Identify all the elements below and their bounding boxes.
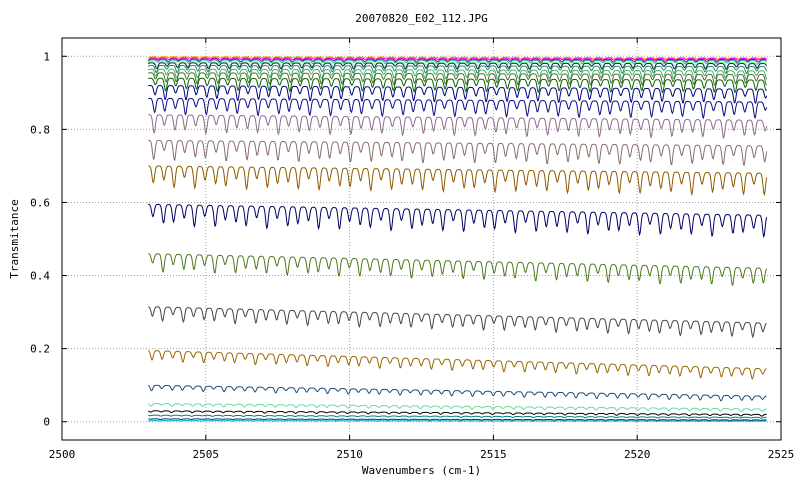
x-tick-label: 2510: [336, 448, 363, 461]
x-tick-label: 2515: [480, 448, 507, 461]
y-tick-label: 0.8: [30, 123, 50, 136]
series-line: [147, 62, 768, 70]
series-line: [148, 384, 767, 402]
series-line: [147, 64, 768, 75]
series-line: [148, 85, 768, 104]
series-line: [147, 58, 767, 63]
series-line: [148, 203, 768, 239]
x-axis-label: Wavenumbers (cm-1): [362, 464, 481, 477]
series-line: [148, 77, 768, 94]
series-line: [148, 420, 767, 422]
series-line: [147, 72, 767, 87]
series-line: [148, 165, 768, 197]
y-tick-label: 1: [43, 50, 50, 63]
series-line: [148, 403, 767, 413]
tick-marks: [61, 38, 782, 440]
y-axis-label: Transmitance: [8, 199, 21, 278]
x-tick-labels: 2500 2505 2510 2515 2520 2525: [49, 448, 795, 461]
series-line: [148, 97, 768, 120]
series-line: [148, 114, 768, 140]
y-tick-label: 0.4: [30, 270, 50, 283]
series-line: [148, 418, 767, 422]
series-line: [148, 350, 767, 380]
series-line: [148, 410, 767, 417]
y-tick-label: 0.6: [30, 196, 50, 209]
y-tick-label: 0: [43, 416, 50, 429]
y-tick-labels: 0 0.2 0.4 0.6 0.8 1: [30, 50, 50, 428]
chart-title: 20070820_E02_112.JPG: [355, 12, 487, 25]
x-tick-label: 2525: [768, 448, 795, 461]
x-tick-label: 2520: [624, 448, 651, 461]
y-tick-label: 0.2: [30, 343, 50, 356]
plot-frame: [61, 37, 782, 441]
series-line: [148, 306, 767, 339]
x-tick-label: 2505: [193, 448, 220, 461]
x-tick-label: 2500: [49, 448, 76, 461]
series-line: [147, 57, 767, 62]
series-line: [148, 414, 767, 419]
series-line: [147, 68, 768, 81]
series-group: [147, 56, 768, 422]
series-line: [148, 139, 768, 167]
series-line: [147, 59, 767, 65]
series-line: [147, 61, 767, 69]
series-line: [148, 253, 768, 287]
series-line: [148, 56, 767, 60]
